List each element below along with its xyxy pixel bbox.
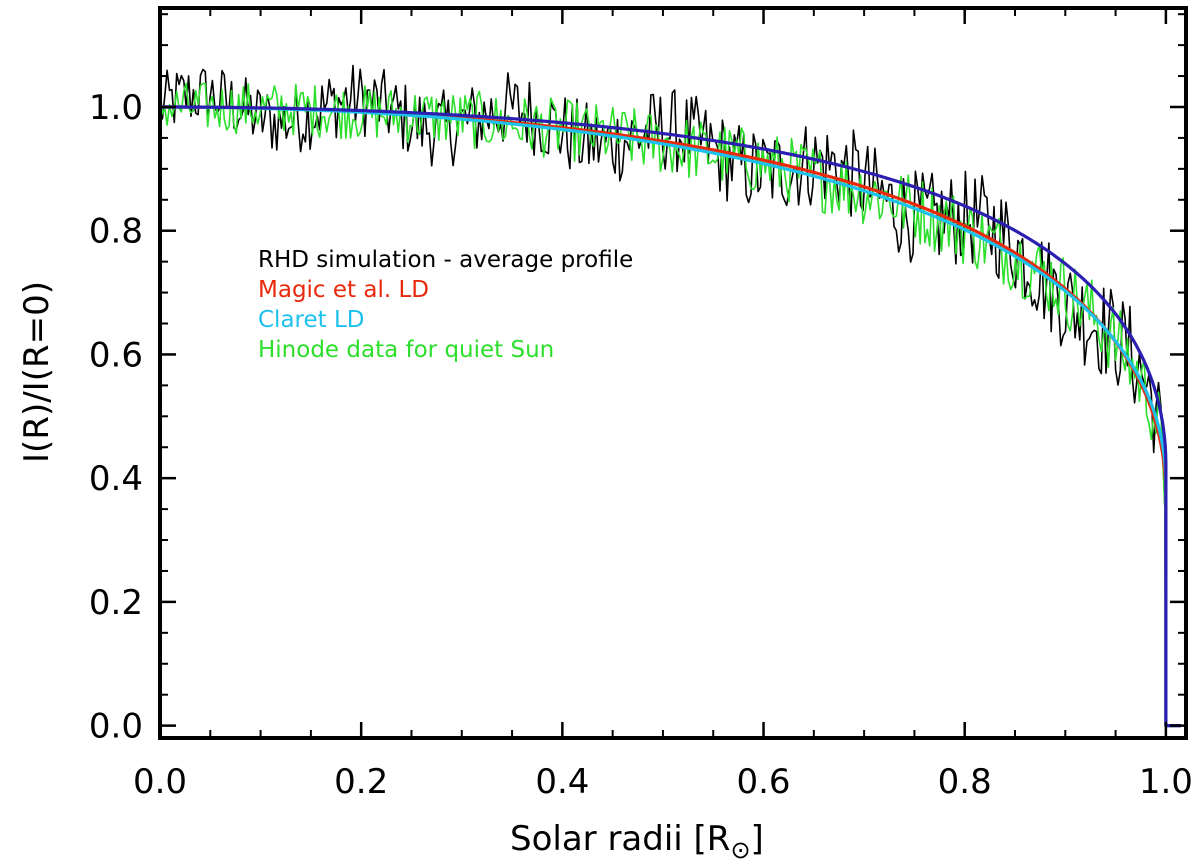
x-tick-label: 1.0 (1139, 762, 1193, 802)
series-layer (160, 64, 1181, 728)
y-tick-label: 0.2 (89, 583, 143, 623)
plot-frame (158, 6, 1188, 740)
y-axis-title: I(R)/I(R=0) (17, 281, 57, 463)
x-axis-title: Solar radii [R⊙] (510, 819, 764, 864)
y-tick-label: 0.0 (89, 707, 143, 747)
x-tick-label: 0.2 (334, 762, 388, 802)
legend-entry: RHD simulation - average profile (258, 247, 633, 273)
series-line-0 (160, 64, 1181, 727)
y-tick-label: 0.6 (89, 335, 143, 375)
series-line-2 (160, 105, 1181, 728)
series-line-4 (160, 105, 1181, 728)
x-tick-label: 0.6 (736, 762, 790, 802)
series-line-3 (160, 82, 1181, 727)
y-tick-label: 0.4 (89, 459, 143, 499)
x-axis-title-subscript: ⊙ (730, 836, 750, 864)
ticks-layer: 0.0 0.2 0.4 0.6 0.8 1.0 0.0 0.2 0.4 0.6 0.8 1.0 (89, 8, 1193, 802)
legend: RHD simulation - average profile Magic et… (258, 247, 633, 363)
x-tick-label: 0.0 (133, 762, 187, 802)
x-tick-label: 0.4 (535, 762, 589, 802)
legend-entry: Claret LD (258, 307, 365, 333)
x-tick-label: 0.8 (938, 762, 992, 802)
y-tick-label: 0.8 (89, 212, 143, 252)
series-line-1 (160, 105, 1181, 728)
legend-entry: Magic et al. LD (258, 277, 429, 303)
legend-entry: Hinode data for quiet Sun (258, 337, 554, 363)
y-tick-label: 1.0 (89, 88, 143, 128)
